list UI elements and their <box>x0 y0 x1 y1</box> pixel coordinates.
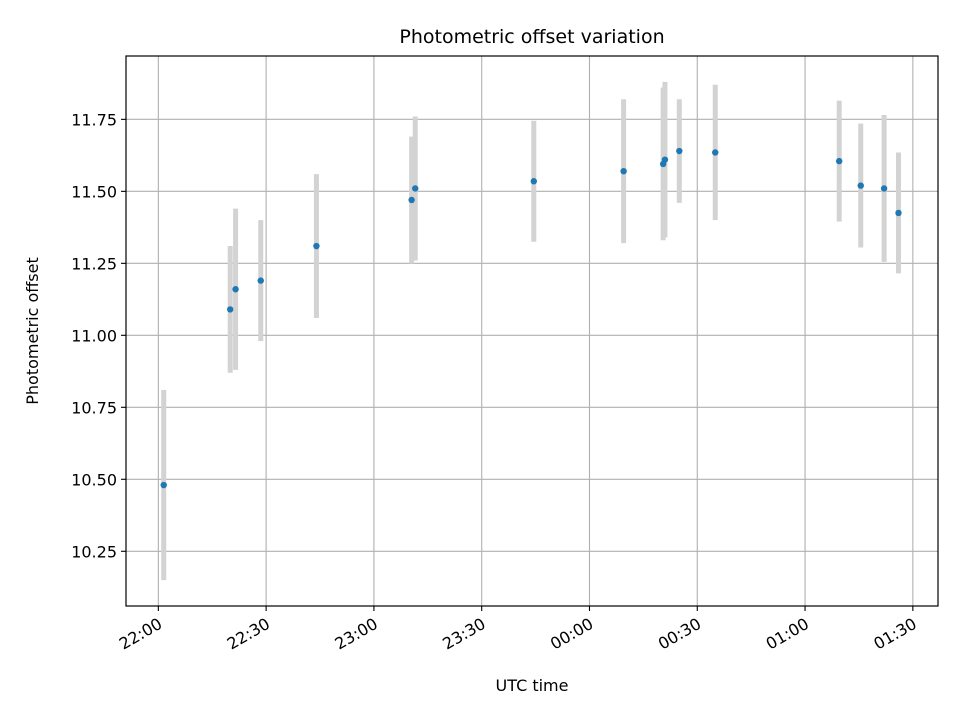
y-axis-ticks: 10.25 10.50 10.75 11.00 11.25 11.50 11.75 <box>71 110 126 561</box>
data-point <box>620 167 627 175</box>
x-tick-label: 23:30 <box>439 614 488 654</box>
x-axis-ticks: 22:00 22:30 23:00 23:30 00:00 00:30 01:00 01:30 <box>116 606 920 654</box>
y-tick-label: 10.75 <box>71 398 117 417</box>
data-point <box>835 157 843 165</box>
y-tick-label: 10.50 <box>71 470 117 489</box>
y-tick-label: 11.75 <box>71 110 117 129</box>
data-point <box>676 147 683 155</box>
plot-frame <box>125 55 939 607</box>
data-point <box>257 277 264 284</box>
data-point <box>226 306 234 313</box>
x-tick-label: 22:30 <box>224 614 273 654</box>
data-point <box>880 185 888 192</box>
x-tick-label: 01:30 <box>870 614 919 654</box>
y-tick-label: 10.25 <box>71 542 117 561</box>
y-axis-label: Photometric offset <box>23 257 42 405</box>
data-point <box>160 481 167 489</box>
data-point <box>712 149 719 156</box>
error-bars <box>161 81 901 581</box>
data-point <box>232 286 239 293</box>
x-tick-label: 00:00 <box>547 614 596 654</box>
data-point <box>412 185 419 192</box>
data-points <box>160 147 902 489</box>
chart-title: Photometric offset variation <box>399 26 664 48</box>
data-point <box>895 209 902 217</box>
x-tick-label: 00:30 <box>655 614 704 654</box>
data-point <box>857 182 864 189</box>
data-point <box>661 156 669 163</box>
data-point <box>408 196 415 204</box>
y-tick-label: 11.00 <box>71 326 117 345</box>
y-tick-label: 11.25 <box>71 254 117 273</box>
y-tick-label: 11.50 <box>71 182 117 201</box>
data-point <box>313 242 320 250</box>
x-tick-label: 23:00 <box>331 614 380 654</box>
x-tick-label: 22:00 <box>116 614 165 654</box>
data-point <box>530 178 537 185</box>
x-axis-label: UTC time <box>496 676 569 695</box>
x-tick-label: 01:00 <box>763 614 812 654</box>
